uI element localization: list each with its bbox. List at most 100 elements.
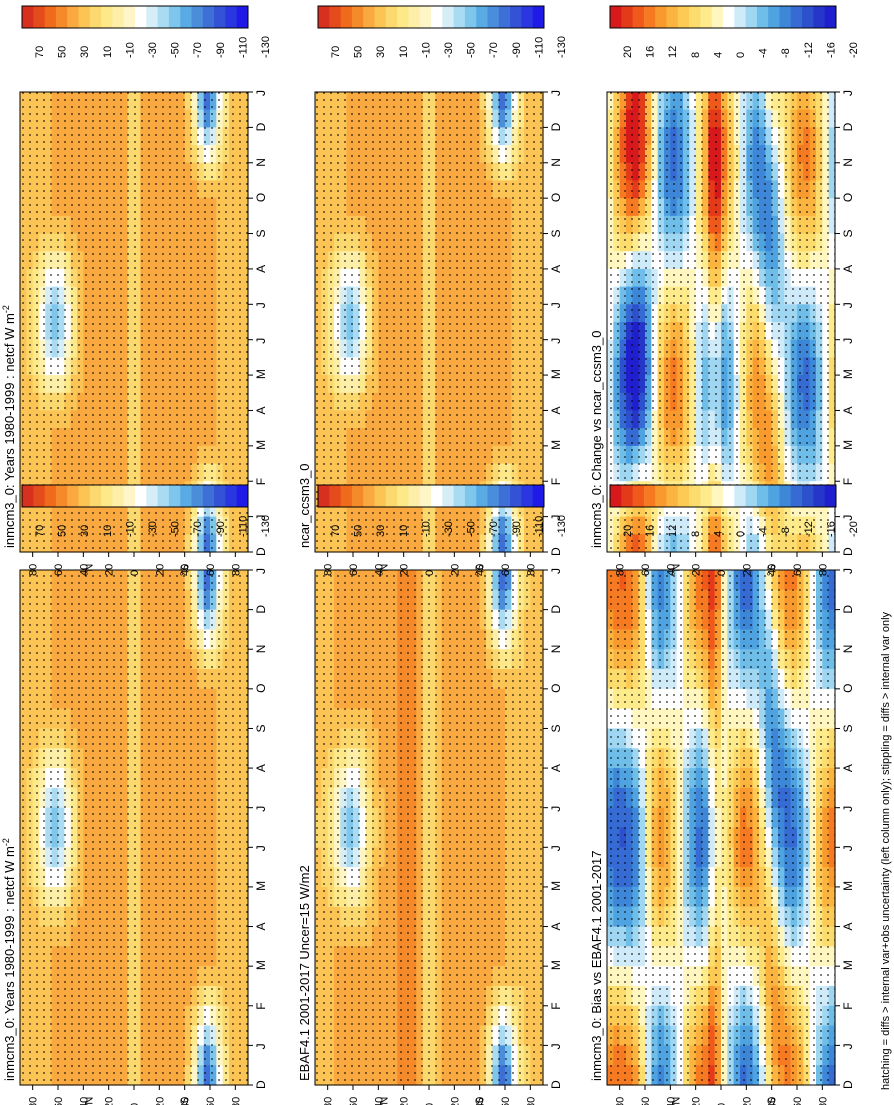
lat-tick-label: 80 (525, 564, 537, 576)
lat-tick-label: 40 (475, 564, 487, 576)
lat-tick-label: 60 (348, 564, 360, 576)
month-tick-label: S (841, 724, 855, 732)
month-tick-label: A (841, 764, 855, 772)
lat-tick-label: 60 (348, 1097, 360, 1105)
lat-tick-label: 40 (475, 1097, 487, 1105)
lat-tick-label: 80 (615, 1097, 627, 1105)
month-tick-label: J (841, 806, 855, 812)
hem-label-south: °S (474, 1097, 486, 1105)
panel-title: inmcm3_0: Years 1980-1999 : netcf W m-2 (1, 838, 17, 1081)
lat-tick-label: 0 (424, 570, 436, 576)
month-tick-label: A (254, 406, 268, 414)
month-tick-label: J (549, 90, 563, 96)
month-tick-label: M (549, 881, 563, 891)
month-tick-label: D (549, 547, 563, 556)
panel-title: ncar_ccsm3_0 (297, 463, 312, 548)
month-tick-label: F (549, 1002, 563, 1009)
month-tick-label: M (841, 960, 855, 970)
month-tick-label: A (254, 764, 268, 772)
lat-tick-label: 80 (230, 564, 242, 576)
panels: D J F M A M J J A S O N D J 80 60 40 20 0 20 40 60 80 °N °S inmcm… (1, 90, 855, 1105)
month-tick-label: A (549, 265, 563, 273)
lat-tick-label: 20 (104, 564, 116, 576)
lat-tick-label: 80 (28, 564, 40, 576)
lat-tick-label: 20 (741, 1097, 753, 1105)
lat-tick-label: 80 (323, 564, 335, 576)
month-tick-label: J (841, 1043, 855, 1049)
lat-tick-label: 20 (449, 1097, 461, 1105)
lat-tick-label: 60 (205, 564, 217, 576)
lat-tick-label: 40 (180, 1097, 192, 1105)
month-tick-label: M (841, 881, 855, 891)
lat-tick-label: 60 (640, 1097, 652, 1105)
month-tick-label: J (549, 515, 563, 521)
lat-tick-label: 40 (78, 564, 90, 576)
month-tick-label: J (549, 845, 563, 851)
month-tick-label: N (254, 158, 268, 167)
lat-tick-label: 20 (104, 1097, 116, 1105)
month-tick-label: M (549, 369, 563, 379)
month-tick-label: J (254, 845, 268, 851)
month-tick-label: D (549, 1080, 563, 1089)
month-tick-label: D (254, 605, 268, 614)
panel-title: inmcm3_0: Years 1980-1999 : netcf W m-2 (1, 305, 17, 548)
month-tick-label: M (254, 369, 268, 379)
lat-tick-label: 0 (424, 1103, 436, 1105)
lat-tick-label: 40 (180, 564, 192, 576)
stippling-overlay (20, 92, 248, 552)
month-tick-label: A (841, 923, 855, 931)
stippling-overlay (20, 570, 248, 1085)
month-tick-label: M (254, 881, 268, 891)
lat-tick-label: 40 (373, 564, 385, 576)
panel-title: inmcm3_0: Bias vs EBAF4.1 2001-2017 (589, 850, 604, 1081)
month-tick-label: A (254, 923, 268, 931)
month-tick-label: J (254, 568, 268, 574)
stippling-overlay (315, 570, 543, 1085)
month-tick-label: J (549, 568, 563, 574)
month-tick-label: D (841, 1080, 855, 1089)
month-tick-label: J (841, 568, 855, 574)
panel-obs: DJFMAMJJASONDJ80604020020406080°N°SEBAF4… (297, 568, 563, 1105)
month-tick-label: N (549, 158, 563, 167)
month-tick-label: S (254, 230, 268, 238)
month-tick-label: J (254, 1043, 268, 1049)
lat-tick-label: 60 (53, 564, 65, 576)
hem-label-north: °N (83, 1097, 95, 1105)
lat-tick-label: 20 (399, 564, 411, 576)
month-tick-label: J (254, 515, 268, 521)
panel-model-left: DJFMAMJJASONDJ80604020020406080°N°Sinmcm… (1, 568, 268, 1105)
month-tick-label: J (549, 302, 563, 308)
month-tick-label: A (549, 764, 563, 772)
hem-label-north: °N (378, 1097, 390, 1105)
stippling-overlay (607, 570, 835, 1085)
lat-tick-label: 80 (28, 1097, 40, 1105)
title-superscript: -2 (1, 305, 11, 313)
month-tick-label: O (549, 193, 563, 202)
lat-tick-label: 20 (691, 1097, 703, 1105)
month-tick-label: F (254, 1002, 268, 1009)
month-tick-label: D (254, 122, 268, 131)
month-tick-label: A (254, 265, 268, 273)
lat-tick-label: 0 (129, 1103, 141, 1105)
lat-tick-label: 20 (154, 1097, 166, 1105)
month-tick-label: J (549, 1043, 563, 1049)
lat-tick-label: 40 (665, 1097, 677, 1105)
month-tick-label: O (254, 193, 268, 202)
panel-bias: DJFMAMJJASONDJ80604020020406080°N°Sinmcm… (589, 568, 855, 1105)
month-tick-label: J (254, 90, 268, 96)
month-tick-label: M (549, 440, 563, 450)
month-tick-label: N (549, 645, 563, 654)
title-superscript: -2 (1, 838, 11, 846)
month-tick-label: D (549, 605, 563, 614)
lat-tick-label: 40 (373, 1097, 385, 1105)
lat-tick-label: 80 (525, 1097, 537, 1105)
month-tick-label: S (549, 230, 563, 238)
lat-tick-label: 40 (767, 1097, 779, 1105)
hem-label-south: °S (766, 1097, 778, 1105)
month-tick-label: O (549, 684, 563, 693)
month-tick-label: F (549, 478, 563, 485)
month-tick-label: D (254, 1080, 268, 1089)
lat-tick-label: 80 (323, 1097, 335, 1105)
lat-tick-label: 60 (53, 1097, 65, 1105)
